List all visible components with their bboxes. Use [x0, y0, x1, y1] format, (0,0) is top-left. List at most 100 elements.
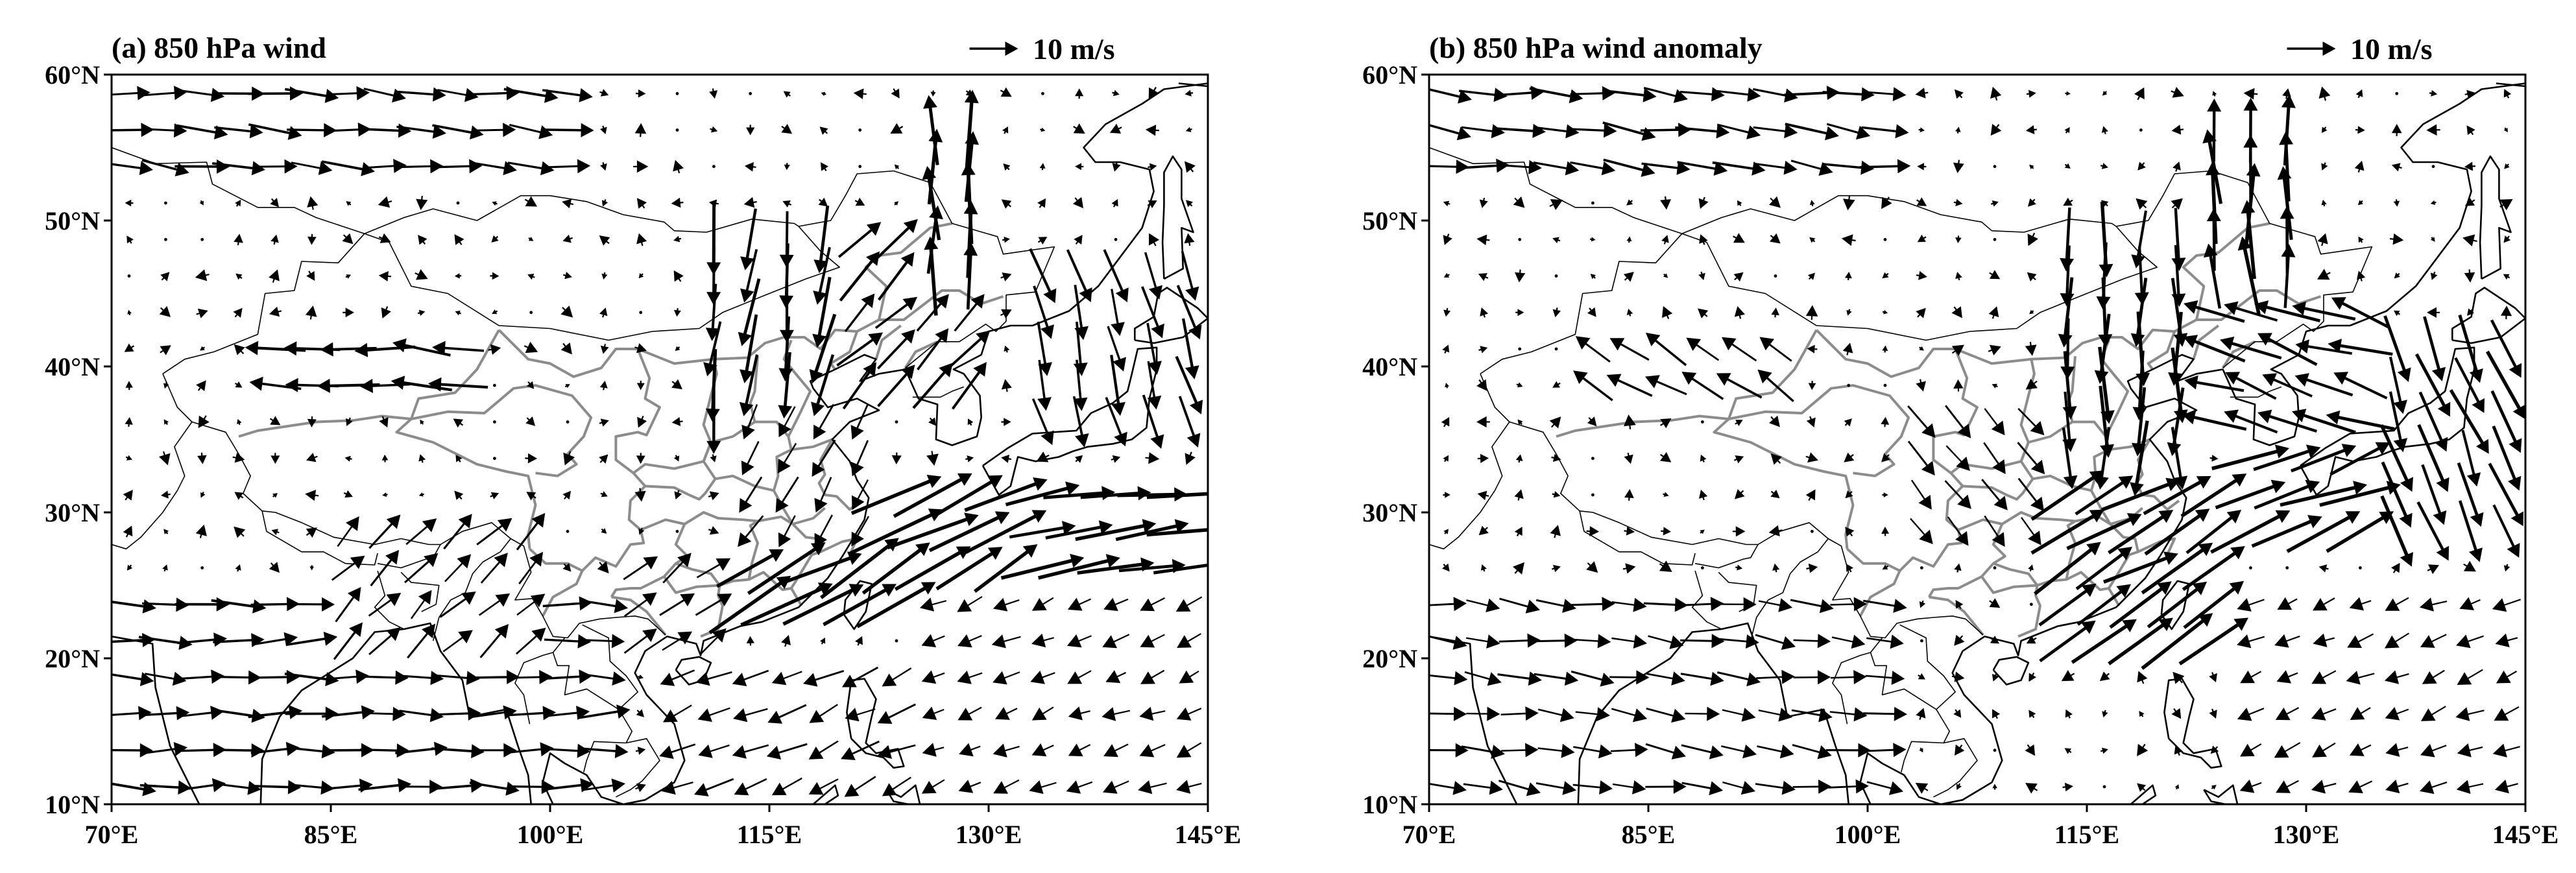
wind-vector [1792, 779, 1832, 794]
wind-vector [396, 87, 446, 102]
wind-vector [2464, 269, 2475, 283]
wind-vector [1429, 160, 1469, 174]
wind-vector [112, 632, 156, 647]
wind-vector [525, 453, 538, 464]
wind-vector [671, 379, 682, 390]
wind-vector [2449, 389, 2489, 454]
wind-vector [216, 670, 262, 685]
wind-vector [564, 384, 570, 389]
wind-vector [963, 242, 978, 310]
wind-vector [961, 161, 976, 245]
wind-vector [322, 705, 375, 720]
wind-vector [1185, 200, 1193, 208]
wind-vector [740, 208, 757, 270]
wind-vector [2385, 743, 2409, 757]
wind-vector [2464, 90, 2475, 99]
province-boundary [632, 460, 717, 501]
wind-vector [1718, 634, 1759, 649]
wind-vector [2457, 743, 2483, 758]
wind-vector [493, 420, 496, 424]
wind-vector [1830, 670, 1867, 684]
wind-vector [2456, 780, 2484, 794]
country-border [364, 195, 799, 235]
wind-vector [2139, 128, 2143, 132]
wind-vector [1145, 452, 1160, 464]
wind-vector [1176, 707, 1202, 721]
wind-vector [1176, 742, 1202, 758]
wind-vector [778, 406, 796, 438]
wind-vector [1552, 307, 1561, 318]
wind-vector [2180, 473, 2247, 518]
province-boundary [238, 329, 500, 438]
coastline [1992, 656, 2030, 686]
wind-vector [2209, 672, 2217, 682]
wind-vector [2065, 91, 2071, 96]
wind-vector [566, 420, 570, 424]
wind-vector [1883, 383, 1887, 387]
wind-vector [1984, 515, 2005, 547]
wind-vector [1443, 233, 1452, 245]
wind-vector [2060, 207, 2075, 272]
wind-vector [1882, 564, 1889, 570]
wind-vector [2488, 462, 2523, 527]
wind-vector [234, 526, 246, 538]
wind-vector [364, 706, 406, 721]
wind-vector [2099, 671, 2110, 682]
wind-vector [993, 743, 1020, 758]
wind-vector [893, 473, 972, 518]
wind-vector [663, 704, 692, 723]
wind-vector [2503, 89, 2512, 99]
wind-vector [2383, 315, 2411, 382]
wind-vector [1626, 236, 1632, 243]
wind-vector [1552, 237, 1561, 244]
wind-vector [2429, 90, 2438, 97]
wind-vector [580, 744, 629, 758]
wind-vector [1610, 743, 1648, 758]
wind-vector [808, 740, 839, 759]
wind-vector [112, 123, 154, 138]
wind-vector [1461, 745, 1505, 759]
wind-vector [583, 634, 625, 649]
wind-vector [2064, 163, 2071, 169]
wind-vector [213, 743, 265, 758]
wind-vector [1770, 490, 1780, 499]
wind-vector [636, 198, 647, 209]
wind-vector [212, 86, 265, 101]
wind-vector [562, 490, 572, 500]
wind-vector [141, 159, 189, 176]
wind-vector [2108, 617, 2173, 665]
wind-vector [1844, 452, 1855, 462]
wind-vector [1043, 486, 1115, 501]
wind-vector [395, 741, 448, 756]
wind-vector [820, 538, 899, 599]
wind-vector [841, 740, 880, 760]
wind-vector [443, 514, 472, 550]
wind-vector [673, 455, 680, 462]
province-boundary [874, 324, 902, 360]
province-boundary [1713, 418, 1855, 549]
wind-vector [1735, 564, 1743, 571]
wind-vector [248, 705, 302, 719]
wind-vector [180, 669, 224, 684]
wind-vector [2427, 564, 2439, 575]
wind-vector [1624, 414, 1636, 429]
wind-vector [2459, 597, 2481, 610]
wind-vector [1429, 743, 1469, 758]
wind-vector [1757, 744, 1794, 759]
wind-vector [415, 269, 428, 280]
wind-vector [1075, 163, 1084, 171]
wind-vector [526, 492, 536, 501]
wind-vector [1953, 160, 1964, 173]
wind-vector [2418, 391, 2448, 452]
wind-vector [1185, 161, 1196, 173]
wind-vector [2206, 161, 2221, 245]
wind-vector [2240, 670, 2262, 684]
wind-vector [144, 123, 187, 138]
wind-vector [2274, 742, 2301, 758]
wind-vector [335, 587, 361, 623]
wind-vector [2237, 634, 2265, 649]
wind-vector [195, 524, 207, 538]
wind-vector [1675, 124, 1730, 139]
wind-vector [2390, 233, 2404, 245]
wind-vector [381, 454, 389, 462]
